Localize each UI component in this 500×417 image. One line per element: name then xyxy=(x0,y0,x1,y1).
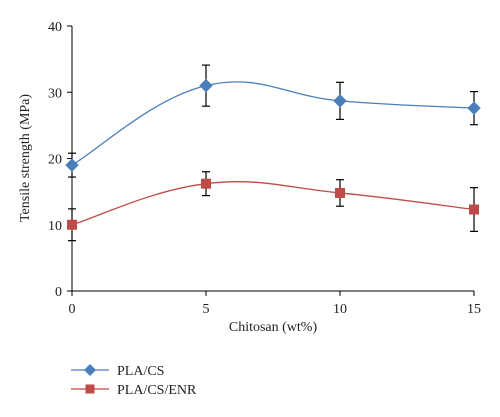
data-point-square xyxy=(335,187,345,198)
legend-marker-diamond xyxy=(84,364,96,376)
x-tick-label: 15 xyxy=(467,302,481,317)
series-line xyxy=(71,181,475,226)
series-2 xyxy=(67,171,479,242)
x-tick-label: 0 xyxy=(69,302,76,317)
legend-item: PLA/CS xyxy=(71,364,164,379)
data-point-square xyxy=(201,178,211,189)
y-axis-title: Tensile strength (MPa) xyxy=(18,94,33,222)
data-point-diamond xyxy=(65,158,79,172)
legend-label: PLA/CS xyxy=(117,364,164,379)
legend-marker-square xyxy=(85,384,95,394)
series-1 xyxy=(65,64,481,178)
series-line xyxy=(71,81,475,166)
data-point-diamond xyxy=(333,94,347,108)
y-tick-label: 30 xyxy=(48,86,62,101)
x-axis-title: Chitosan (wt%) xyxy=(229,320,318,335)
series-layer xyxy=(65,64,481,242)
data-point-diamond xyxy=(199,78,213,93)
x-tick-label: 5 xyxy=(203,302,210,317)
y-tick-label: 40 xyxy=(48,20,62,35)
y-tick-label: 20 xyxy=(48,153,62,168)
data-point-diamond xyxy=(467,101,481,115)
ticks xyxy=(67,25,475,296)
y-tick-label: 0 xyxy=(55,285,62,300)
x-tick-label: 10 xyxy=(333,302,347,317)
tick-labels: 0 10 20 30 40 0 5 10 15 xyxy=(48,20,481,317)
legend: PLA/CS PLA/CS/ENR xyxy=(71,364,197,398)
legend-label: PLA/CS/ENR xyxy=(117,383,197,398)
data-point-square xyxy=(469,204,479,215)
y-tick-label: 10 xyxy=(48,219,62,234)
legend-item: PLA/CS/ENR xyxy=(71,383,197,398)
data-point-square xyxy=(67,219,77,230)
axes xyxy=(71,26,474,292)
